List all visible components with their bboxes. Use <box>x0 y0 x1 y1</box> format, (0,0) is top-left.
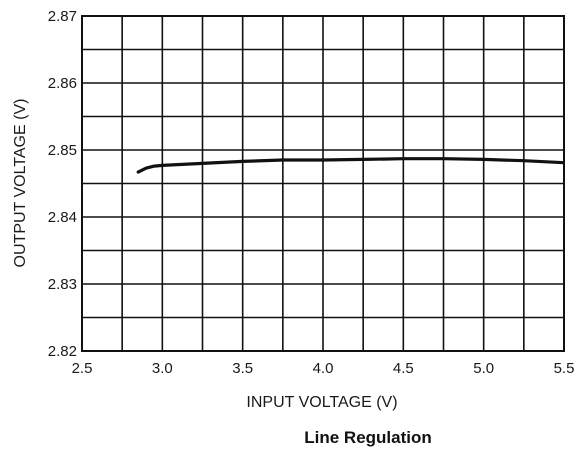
y-tick-label: 2.83 <box>48 276 77 293</box>
x-tick-label: 4.0 <box>313 360 334 377</box>
x-tick-label: 5.5 <box>554 360 575 377</box>
x-tick-label: 3.5 <box>232 360 253 377</box>
x-axis-label: INPUT VOLTAGE (V) <box>246 394 397 411</box>
y-tick-label: 2.84 <box>48 209 77 226</box>
plot-frame <box>81 15 565 352</box>
y-tick-label: 2.86 <box>48 75 77 92</box>
y-axis-label: OUTPUT VOLTAGE (V) <box>12 99 29 268</box>
series-line <box>136 157 564 174</box>
x-tick-label: 3.0 <box>152 360 173 377</box>
grid-lines <box>82 16 564 351</box>
y-tick-label: 2.87 <box>48 8 77 25</box>
y-tick-label: 2.85 <box>48 142 77 159</box>
x-tick-labels: 2.5 3.0 3.5 4.0 4.5 5.0 5.5 <box>72 360 575 377</box>
series-layer <box>136 157 564 174</box>
x-tick-label: 2.5 <box>72 360 93 377</box>
y-tick-labels: 2.82 2.83 2.84 2.85 2.86 2.87 <box>48 8 77 360</box>
chart-title: Line Regulation <box>304 428 432 447</box>
x-tick-label: 5.0 <box>473 360 494 377</box>
x-tick-label: 4.5 <box>393 360 414 377</box>
y-tick-label: 2.82 <box>48 343 77 360</box>
